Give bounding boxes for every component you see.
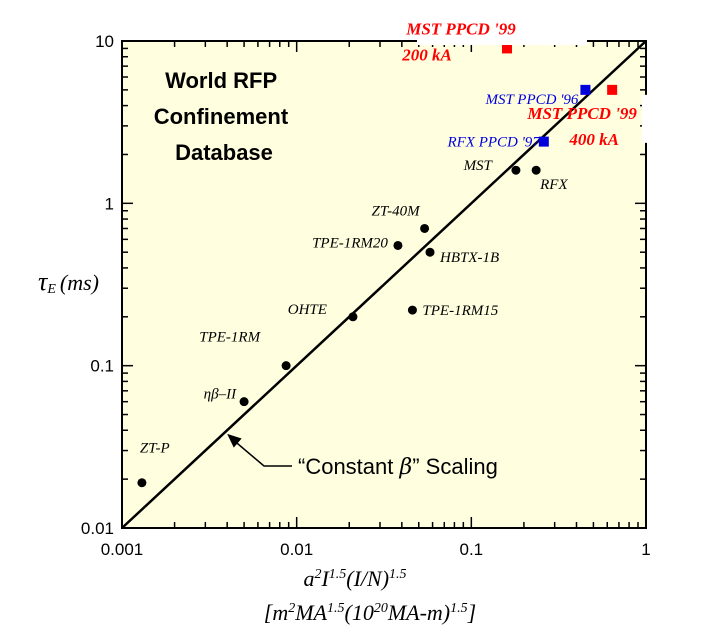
title-line-2: Confinement — [154, 104, 289, 129]
tick-labels: 0.001 0.01 0.1 1 0.01 0.1 1 10 — [81, 32, 651, 559]
point-label: RFX — [539, 177, 568, 193]
data-point — [607, 84, 618, 95]
y-label-sub: E — [46, 282, 56, 297]
point-label: OHTE — [288, 302, 327, 318]
scaling-annotation: “Constant β” Scaling — [227, 433, 498, 482]
annotation-pre: “Constant — [298, 454, 400, 479]
y-tick-label: 0.1 — [90, 357, 114, 376]
data-point — [580, 84, 591, 95]
annotation-label: “Constant β” Scaling — [298, 454, 498, 480]
database-title: World RFP Confinement Database — [154, 68, 295, 165]
data-point — [407, 305, 417, 315]
x-tick-label: 0.001 — [101, 540, 144, 559]
point-label: ZT-P — [140, 441, 170, 457]
point-labels: ZT-P ηβ–II TPE-1RM OHTE TPE-1RM15 TPE-1RM20 ZT… — [140, 19, 638, 456]
annotation-arrowhead — [227, 433, 242, 448]
label-border-break — [416, 37, 587, 45]
y-tick-label: 10 — [95, 32, 114, 51]
constant-beta-scaling-line — [121, 40, 647, 529]
data-point — [531, 165, 541, 175]
point-label: ZT-40M — [372, 203, 422, 219]
point-label: TPE-1RM15 — [422, 303, 498, 319]
point-label: HBTX-1B — [439, 250, 499, 266]
point-label: 200 kA — [401, 45, 452, 64]
point-label: MST — [463, 158, 494, 174]
title-line-3: Database — [175, 140, 273, 165]
x-tick-label: 1 — [641, 540, 650, 559]
beta-symbol: β — [399, 455, 413, 480]
annotation-label-bg — [292, 450, 478, 482]
label-border-break — [642, 94, 650, 143]
y-axis-label: τE (ms) — [38, 267, 99, 297]
x-tick-label: 0.01 — [280, 540, 313, 559]
data-point — [239, 397, 249, 407]
data-point — [501, 43, 512, 54]
x-axis-label-line-2: [m2MA1.5(1020MA-m)1.5] — [264, 600, 476, 625]
data-point — [425, 247, 435, 257]
point-label: MST PPCD '99 — [405, 19, 516, 38]
data-point — [348, 312, 358, 322]
data-point — [393, 240, 403, 250]
y-label-tau: τ — [38, 267, 49, 296]
x-tick-label: 0.1 — [460, 540, 484, 559]
y-tick-label: 1 — [105, 194, 114, 213]
data-point — [420, 223, 430, 233]
point-label: RFX PPCD '97 — [446, 135, 541, 151]
point-label: ηβ–II — [204, 387, 237, 403]
point-label: MST PPCD '96 — [484, 92, 578, 108]
x-axis-label-line-1: a2I1.5(I/N)1.5 — [303, 566, 406, 591]
y-tick-label: 0.01 — [81, 519, 114, 538]
data-markers — [137, 43, 618, 488]
point-label: TPE-1RM20 — [312, 235, 388, 251]
point-label: TPE-1RM — [199, 330, 261, 346]
data-point — [538, 136, 549, 147]
point-label: 400 kA — [568, 130, 619, 149]
y-label-unit: (ms) — [60, 270, 99, 295]
data-point — [137, 478, 147, 488]
annotation-post: ” Scaling — [412, 454, 498, 479]
point-label: MST PPCD '99 — [526, 104, 637, 123]
data-point — [281, 361, 291, 371]
data-point — [511, 165, 521, 175]
annotation-leader-line — [232, 439, 294, 467]
title-line-1: World RFP — [165, 68, 277, 93]
